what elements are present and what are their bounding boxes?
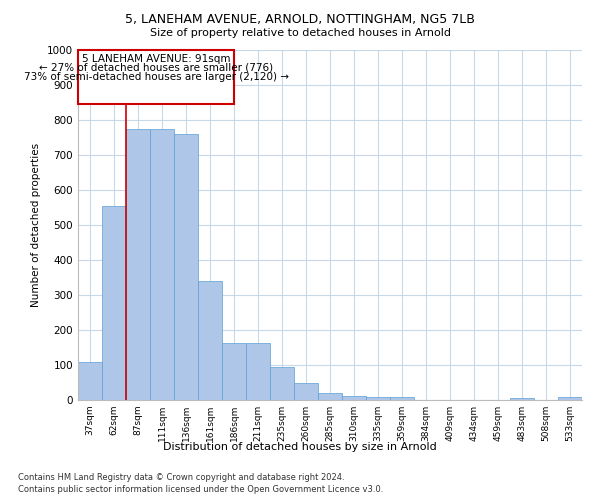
Bar (78, 362, 102, 400)
Text: 73% of semi-detached houses are larger (2,120) →: 73% of semi-detached houses are larger (… (23, 72, 289, 82)
Text: ← 27% of detached houses are smaller (776): ← 27% of detached houses are smaller (77… (39, 63, 273, 73)
FancyBboxPatch shape (78, 50, 234, 104)
Text: Size of property relative to detached houses in Arnold: Size of property relative to detached ho… (149, 28, 451, 38)
Text: Contains HM Land Registry data © Crown copyright and database right 2024.: Contains HM Land Registry data © Crown c… (18, 472, 344, 482)
Bar (270, 367, 294, 400)
Bar (174, 134, 198, 400)
Text: Distribution of detached houses by size in Arnold: Distribution of detached houses by size … (163, 442, 437, 452)
Bar (246, 343, 270, 400)
Text: Contains public sector information licensed under the Open Government Licence v3: Contains public sector information licen… (18, 485, 383, 494)
Bar (198, 281, 222, 400)
Bar (126, 128, 150, 400)
Bar (558, 396, 582, 400)
Bar (318, 393, 342, 400)
Text: 5, LANEHAM AVENUE, ARNOLD, NOTTINGHAM, NG5 7LB: 5, LANEHAM AVENUE, ARNOLD, NOTTINGHAM, N… (125, 12, 475, 26)
Bar (342, 396, 366, 400)
Text: 5 LANEHAM AVENUE: 91sqm: 5 LANEHAM AVENUE: 91sqm (82, 54, 230, 64)
Bar (294, 382, 318, 400)
Bar (366, 396, 390, 400)
Bar (390, 396, 414, 400)
Bar (102, 206, 126, 400)
Bar (150, 128, 174, 400)
Bar (510, 398, 534, 400)
Bar (222, 343, 246, 400)
Y-axis label: Number of detached properties: Number of detached properties (31, 143, 41, 307)
